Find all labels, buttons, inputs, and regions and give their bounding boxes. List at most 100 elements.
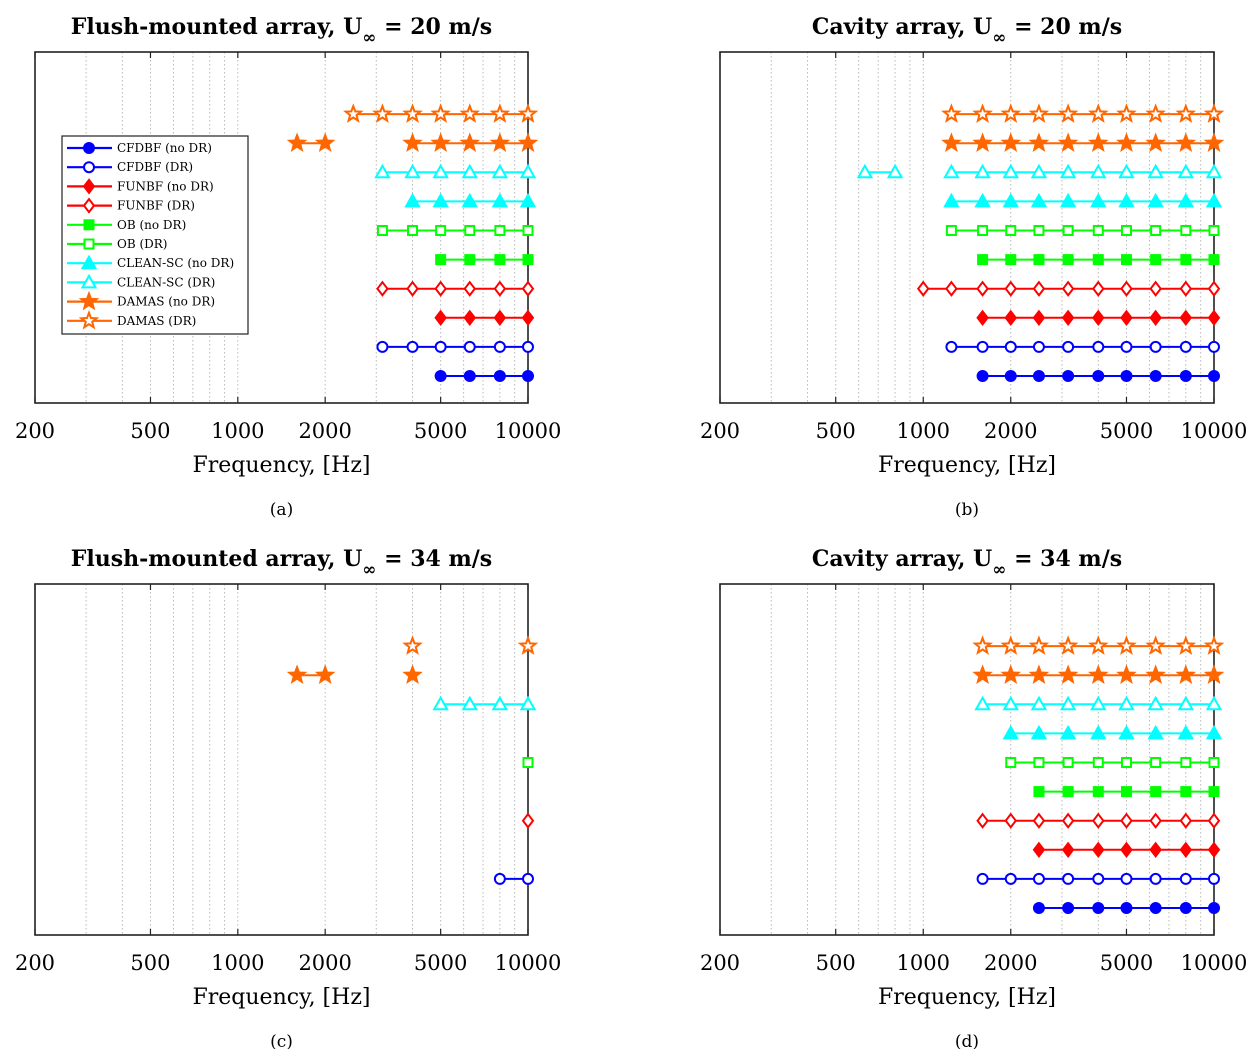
data-point — [1149, 370, 1162, 382]
series-ob-dr- — [945, 225, 1220, 236]
data-point — [976, 872, 989, 885]
x-tick-label: 2000 — [984, 419, 1037, 443]
data-point — [1030, 724, 1048, 740]
data-point — [1062, 225, 1074, 236]
data-point — [1028, 103, 1050, 123]
data-point — [1061, 812, 1075, 829]
legend-label: CFDBF (no DR) — [117, 141, 212, 155]
legend-marker — [78, 309, 100, 330]
data-point — [1120, 280, 1133, 297]
data-point — [432, 695, 449, 711]
data-point — [1061, 841, 1075, 858]
data-point — [1028, 664, 1050, 684]
data-point — [976, 340, 989, 353]
series-damas-dr- — [402, 635, 539, 655]
data-point — [402, 132, 423, 152]
data-point — [1120, 254, 1132, 266]
series-clean-sc-no-dr- — [1002, 724, 1223, 740]
series-damas-dr- — [941, 103, 1225, 123]
data-point — [1177, 192, 1195, 208]
data-point — [1149, 812, 1162, 829]
data-point — [1179, 872, 1192, 885]
legend: CFDBF (no DR) CFDBF (DR) FUNBF (no DR) FUNB… — [61, 135, 249, 335]
data-point — [976, 309, 989, 326]
data-point — [522, 872, 534, 885]
chart-title: Flush-mounted array, U∞ = 34 m/s — [71, 546, 492, 580]
data-point — [1062, 370, 1075, 382]
x-axis-label: Frequency, [Hz] — [193, 985, 371, 1010]
data-point — [1149, 902, 1162, 914]
data-point — [1092, 225, 1104, 236]
data-point — [1092, 841, 1105, 858]
x-tick-label: 10000 — [1181, 951, 1248, 975]
x-tick-label: 500 — [130, 951, 170, 975]
series-funbf-dr- — [976, 812, 1221, 829]
data-point — [1090, 163, 1107, 179]
x-tick-label: 1000 — [211, 951, 264, 975]
data-point — [464, 225, 476, 236]
panel-caption: (d) — [955, 1032, 979, 1049]
data-point — [1033, 757, 1045, 768]
x-tick-label: 200 — [700, 419, 740, 443]
data-point — [434, 370, 447, 382]
series-cfdbf-dr- — [945, 340, 1220, 353]
data-point — [1120, 812, 1133, 829]
data-point — [517, 635, 539, 655]
data-point — [1145, 103, 1166, 123]
data-point — [1062, 340, 1075, 353]
data-point — [1205, 192, 1223, 208]
data-point — [972, 664, 993, 684]
data-point — [1002, 695, 1019, 711]
data-point — [519, 695, 537, 711]
legend-label: FUNBF (no DR) — [117, 179, 214, 193]
data-point — [1120, 757, 1132, 768]
data-point — [1088, 132, 1109, 152]
data-point — [461, 695, 478, 711]
data-point — [941, 132, 962, 152]
data-point — [941, 103, 962, 123]
data-point — [1092, 757, 1104, 768]
series-cfdbf-no-dr- — [434, 370, 534, 382]
data-point — [522, 370, 534, 382]
data-point — [1147, 724, 1164, 740]
data-point — [1120, 872, 1133, 885]
data-point — [402, 103, 423, 123]
series-clean-sc-no-dr- — [943, 192, 1223, 208]
data-point — [856, 163, 874, 179]
data-point — [1177, 724, 1195, 740]
data-point — [402, 635, 423, 655]
data-point — [519, 163, 537, 179]
data-point — [463, 309, 477, 326]
data-point — [1000, 103, 1022, 123]
data-point — [1150, 757, 1162, 768]
data-point — [1062, 872, 1075, 885]
data-point — [1175, 664, 1197, 684]
data-point — [1000, 635, 1022, 655]
data-point — [1033, 225, 1045, 236]
data-point — [343, 103, 364, 123]
data-point — [1205, 695, 1223, 711]
data-point — [459, 103, 481, 123]
series-funbf-no-dr- — [434, 309, 535, 326]
data-point — [916, 280, 930, 297]
data-point — [286, 664, 308, 684]
data-point — [493, 340, 506, 353]
legend-entry: DAMAS (DR) — [67, 309, 196, 330]
data-point — [522, 225, 534, 236]
data-point — [459, 132, 481, 152]
series-ob-no-dr- — [435, 254, 534, 266]
data-point — [1179, 812, 1193, 829]
data-point — [1203, 132, 1225, 152]
data-point — [1149, 309, 1162, 326]
data-point — [1092, 786, 1104, 798]
x-tick-label: 10000 — [1181, 419, 1248, 443]
x-tick-label: 200 — [700, 951, 740, 975]
data-point — [1120, 309, 1133, 326]
data-point — [430, 103, 451, 123]
data-point — [1059, 695, 1077, 711]
data-point — [1062, 786, 1074, 798]
data-point — [1033, 786, 1045, 798]
data-point — [522, 340, 534, 353]
data-point — [1147, 163, 1164, 179]
data-point — [974, 192, 991, 208]
